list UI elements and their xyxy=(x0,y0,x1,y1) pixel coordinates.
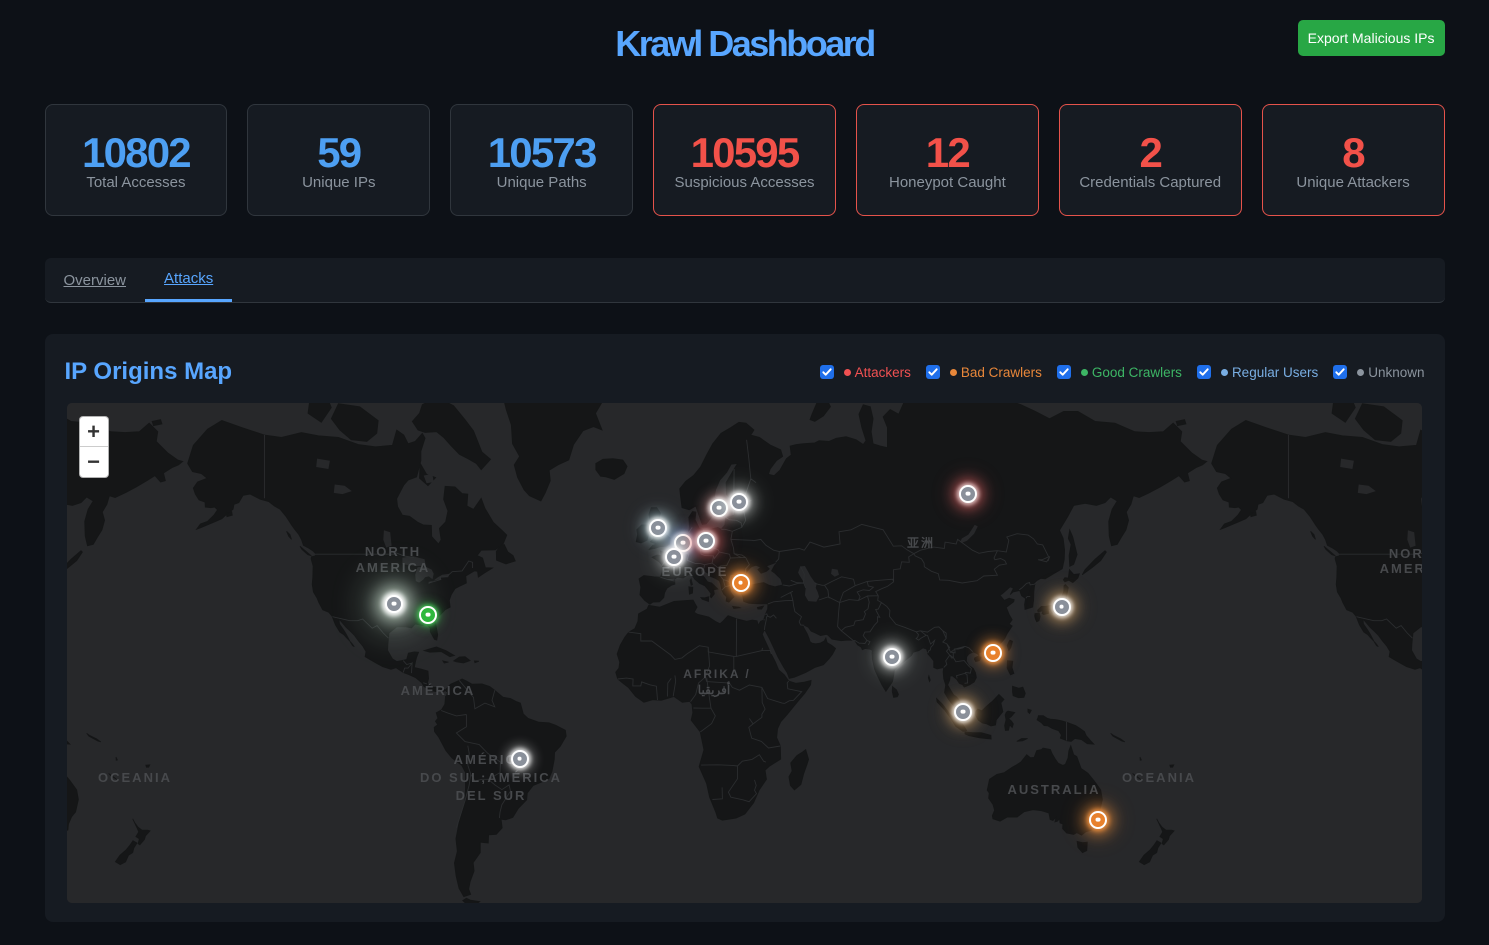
svg-text:AFRIKA /: AFRIKA / xyxy=(683,667,751,681)
svg-text:AUSTRALIA: AUSTRALIA xyxy=(1007,782,1100,797)
svg-text:DO SUL;AMÉRICA: DO SUL;AMÉRICA xyxy=(419,770,561,785)
svg-text:DEL SUR: DEL SUR xyxy=(455,788,526,803)
svg-text:NORTH: NORTH xyxy=(364,544,420,559)
svg-text:AMÉRICA: AMÉRICA xyxy=(400,683,475,698)
svg-text:OCEANIA: OCEANIA xyxy=(1122,770,1196,785)
svg-text:亚洲: 亚洲 xyxy=(906,536,934,550)
svg-text:AMERICA: AMERICA xyxy=(355,560,430,575)
svg-text:OCEANIA: OCEANIA xyxy=(98,770,172,785)
svg-text:أفريقيا: أفريقيا xyxy=(697,682,729,698)
svg-text:AMÉRICA: AMÉRICA xyxy=(453,752,528,767)
svg-text:AMERICA: AMERICA xyxy=(1379,561,1421,576)
svg-text:NORTH: NORTH xyxy=(1388,546,1421,561)
svg-text:EUROPE: EUROPE xyxy=(661,564,728,579)
